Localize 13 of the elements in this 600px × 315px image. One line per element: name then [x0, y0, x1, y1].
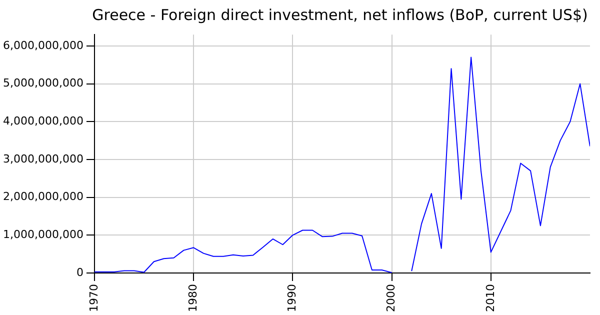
y-tick-label: 1,000,000,000 — [2, 228, 84, 242]
x-tick-label: 2010 — [484, 284, 497, 312]
x-tick-label: 2000 — [384, 284, 398, 312]
y-tick-label: 5,000,000,000 — [2, 76, 84, 90]
y-tick-label: 6,000,000,000 — [2, 38, 84, 52]
y-tick-label: 4,000,000,000 — [2, 114, 84, 128]
x-tick-label: 1980 — [186, 284, 200, 312]
x-tick-label: 1990 — [286, 284, 299, 312]
chart-title: Greece - Foreign direct investment, net inflows (BoP, current US$) — [91, 6, 589, 24]
y-tick-label: 3,000,000,000 — [2, 152, 84, 166]
y-tick-label: 0 — [76, 266, 84, 279]
y-tick-label: 2,000,000,000 — [2, 190, 84, 204]
x-tick-label: 1970 — [87, 284, 100, 312]
